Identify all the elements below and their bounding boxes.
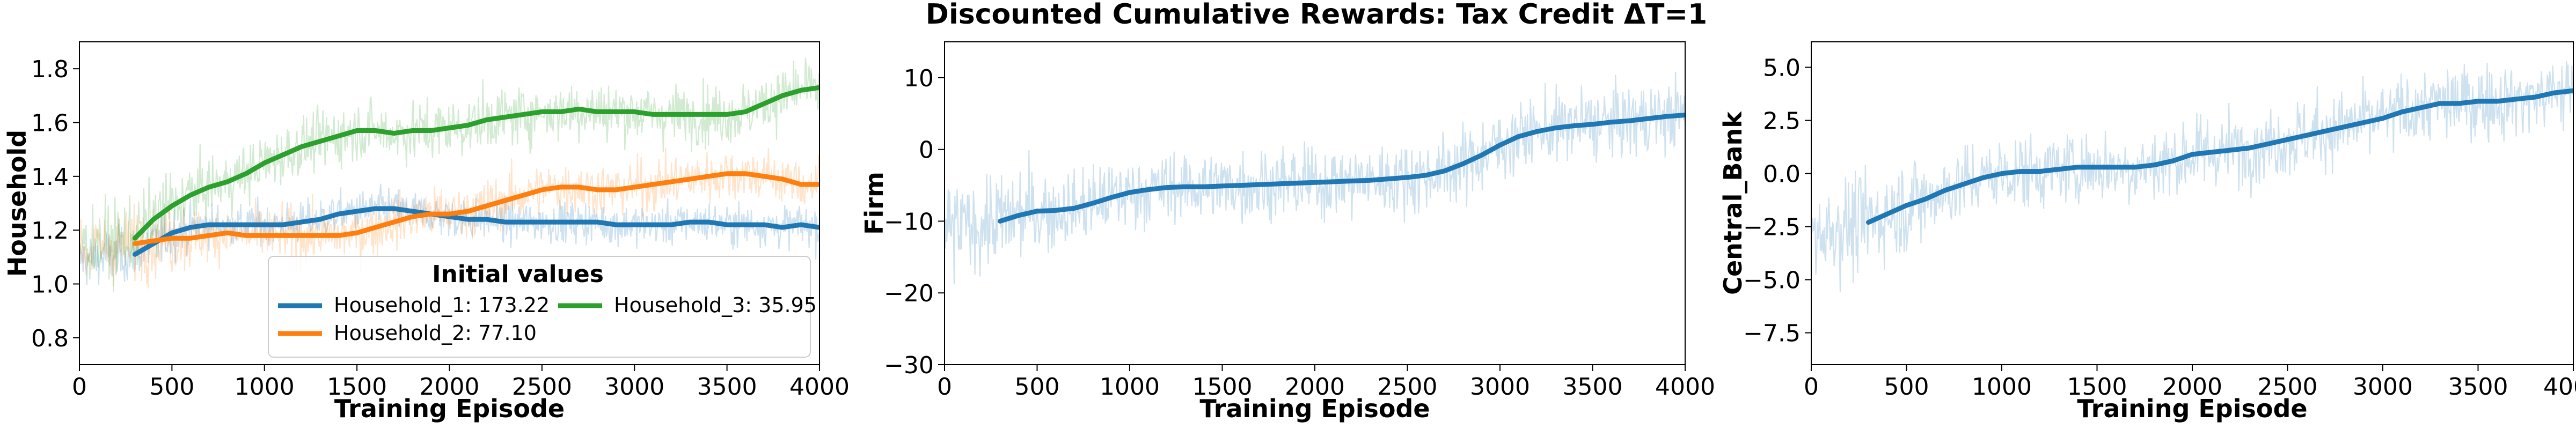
x-tick-label: 1500	[1192, 373, 1253, 401]
y-tick-label: 10	[904, 65, 934, 92]
y-tick-label: 0.8	[31, 325, 69, 352]
x-axis-label: Training Episode	[334, 394, 565, 423]
y-axis-label: Central_Bank	[1718, 111, 1747, 295]
legend-box	[268, 256, 811, 358]
plot-area	[1811, 61, 2573, 292]
x-tick-label: 1000	[1972, 373, 2032, 401]
raw-trace-1	[945, 71, 1685, 285]
y-tick-label: −20	[884, 280, 934, 307]
y-tick-label: −7.5	[1743, 320, 1801, 347]
x-tick-label: 500	[149, 373, 194, 401]
y-tick-label: 1.0	[31, 271, 69, 299]
x-tick-label: 0	[72, 373, 87, 401]
x-axis-label: Training Episode	[1199, 394, 1430, 423]
y-axis-label: Household	[3, 130, 32, 277]
x-tick-label: 2500	[1378, 373, 1438, 401]
x-tick-label: 4000	[789, 373, 850, 401]
x-tick-label: 1500	[327, 373, 387, 401]
figure-title: Discounted Cumulative Rewards: Tax Credi…	[926, 0, 1707, 31]
x-tick-label: 3000	[1470, 373, 1530, 401]
x-tick-label: 500	[1884, 373, 1929, 401]
y-tick-label: 0.0	[1763, 161, 1801, 188]
raw-trace-1	[1811, 61, 2573, 292]
x-axis-label: Training Episode	[2077, 394, 2307, 423]
x-tick-label: 1000	[1100, 373, 1160, 401]
panel-household: 0 500 1000 1500 2000 2500 3000 3500 4000 0.8 1.0 1.…	[3, 41, 850, 423]
x-tick-label: 3500	[1563, 373, 1623, 401]
x-tick-label: 1500	[2067, 373, 2127, 401]
x-tick-label: 2500	[512, 373, 572, 401]
y-tick-label: −30	[884, 352, 934, 379]
x-tick-label: 3500	[2448, 373, 2508, 401]
panel-firm: 0 500 1000 1500 2000 2500 3000 3500 4000 −30 −20 −1…	[860, 41, 1715, 423]
plot-area	[945, 71, 1685, 285]
legend-label-3: Household_3: 35.95	[614, 293, 817, 317]
legend-title: Initial values	[432, 261, 604, 288]
x-tick-label: 2000	[420, 373, 480, 401]
y-tick-label: 5.0	[1763, 55, 1801, 82]
x-tick-label: 1000	[235, 373, 295, 401]
series-line-3	[132, 85, 819, 241]
x-tick-label: 3500	[697, 373, 757, 401]
y-tick-label: 0	[919, 137, 934, 164]
y-axis-label: Firm	[860, 172, 889, 235]
series-line-2	[132, 171, 819, 246]
y-tick-label: 1.8	[31, 56, 69, 83]
x-tick-label: 4000	[1655, 373, 1715, 401]
y-tick-label: −2.5	[1743, 214, 1801, 241]
series-line-1	[998, 113, 1685, 224]
panel-central-bank: 0 500 1000 1500 2000 2500 3000 3500 4000 −7.5 −5.0…	[1718, 41, 2576, 423]
y-tick-label: 1.4	[31, 164, 69, 191]
legend-label-1: Household_1: 173.22	[334, 293, 550, 317]
x-tick-label: 2000	[1285, 373, 1345, 401]
series-line-1	[132, 206, 819, 257]
x-tick-label: 0	[937, 373, 952, 401]
y-tick-label: 1.6	[31, 110, 69, 137]
x-tick-label: 2500	[2258, 373, 2318, 401]
series-line-1	[1866, 88, 2573, 225]
y-tick-label: 2.5	[1763, 108, 1801, 135]
x-tick-label: 3000	[2353, 373, 2413, 401]
raw-trace-2	[79, 147, 819, 289]
y-tick-label: −10	[884, 208, 934, 235]
legend-label-2: Household_2: 77.10	[334, 321, 537, 345]
x-tick-label: 2000	[2162, 373, 2222, 401]
y-tick-label: −5.0	[1743, 267, 1801, 294]
x-tick-label: 0	[1804, 373, 1819, 401]
x-tick-label: 3000	[604, 373, 664, 401]
x-tick-label: 500	[1015, 373, 1060, 401]
y-tick-label: 1.2	[31, 217, 69, 245]
x-tick-label: 4000	[2543, 373, 2576, 401]
plot-area	[79, 57, 819, 292]
